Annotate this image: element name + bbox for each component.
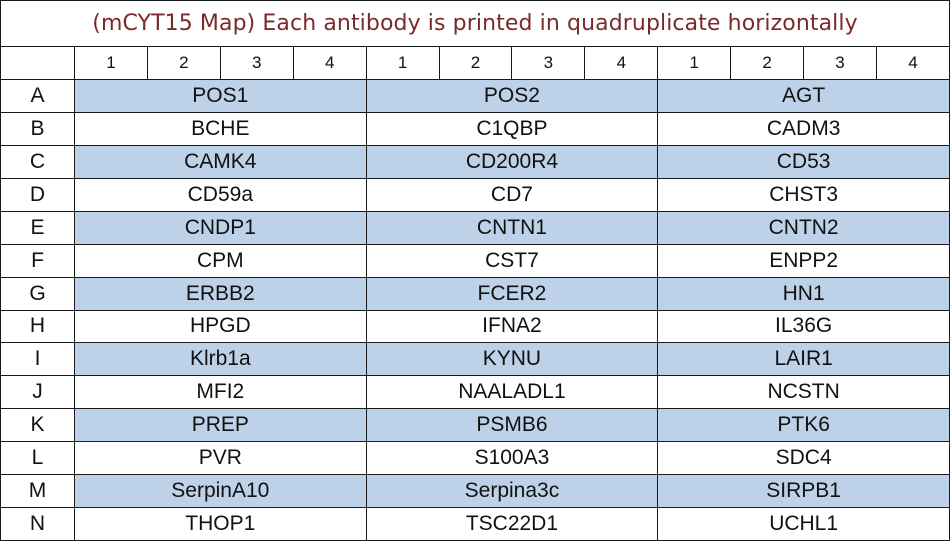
antibody-cell: CD7 — [365, 177, 659, 212]
antibody-map-table: (mCYT15 Map) Each antibody is printed in… — [0, 0, 950, 542]
replicate-header-cell: 2 — [146, 46, 221, 81]
antibody-cell: C1QBP — [365, 112, 659, 146]
map-row: N THOP1 TSC22D1 UCHL1 — [0, 506, 950, 542]
replicate-header-cell: 4 — [875, 46, 950, 81]
antibody-cell: PVR — [74, 441, 367, 476]
antibody-cell: CHST3 — [657, 177, 950, 212]
row-label: J — [0, 375, 75, 410]
antibody-cell: PSMB6 — [365, 408, 659, 443]
map-row: J MFI2 NAALADL1 NCSTN — [0, 375, 950, 410]
antibody-cell: NCSTN — [657, 375, 950, 410]
antibody-cell: HPGD — [74, 309, 367, 344]
map-row: K PREP PSMB6 PTK6 — [0, 408, 950, 443]
antibody-cell: PTK6 — [657, 408, 950, 443]
antibody-cell: S100A3 — [365, 441, 659, 476]
antibody-cell: POS2 — [365, 79, 659, 114]
replicate-header-cell: 3 — [219, 46, 294, 81]
antibody-cell: CD53 — [657, 145, 950, 179]
replicate-header-cell: 1 — [74, 46, 148, 81]
map-row: G ERBB2 FCER2 HN1 — [0, 276, 950, 311]
antibody-cell: PREP — [74, 408, 367, 443]
antibody-cell: SerpinA10 — [74, 474, 367, 508]
antibody-cell: CNTN2 — [657, 210, 950, 245]
row-label: I — [0, 342, 75, 377]
replicate-header-cell: 1 — [365, 46, 440, 81]
antibody-cell: IL36G — [657, 309, 950, 344]
antibody-cell: FCER2 — [365, 276, 659, 311]
replicate-header-cell: 3 — [803, 46, 877, 81]
antibody-cell: CST7 — [365, 243, 659, 278]
row-label: B — [0, 112, 75, 146]
row-label: N — [0, 506, 75, 542]
map-row: B BCHE C1QBP CADM3 — [0, 112, 950, 146]
antibody-cell: ERBB2 — [74, 276, 367, 311]
antibody-cell: TSC22D1 — [365, 506, 659, 542]
map-row: E CNDP1 CNTN1 CNTN2 — [0, 210, 950, 245]
map-title: (mCYT15 Map) Each antibody is printed in… — [0, 0, 950, 48]
title-row: (mCYT15 Map) Each antibody is printed in… — [0, 0, 950, 48]
map-row: H HPGD IFNA2 IL36G — [0, 309, 950, 344]
row-label: D — [0, 177, 75, 212]
antibody-cell: POS1 — [74, 79, 367, 114]
row-label: K — [0, 408, 75, 443]
replicate-header-cell: 3 — [511, 46, 586, 81]
antibody-cell: CPM — [74, 243, 367, 278]
row-label: L — [0, 441, 75, 476]
antibody-cell: CAMK4 — [74, 145, 367, 179]
antibody-cell: AGT — [657, 79, 950, 114]
replicate-header-cell: 4 — [584, 46, 659, 81]
row-label: F — [0, 243, 75, 278]
antibody-cell: THOP1 — [74, 506, 367, 542]
antibody-cell: CNDP1 — [74, 210, 367, 245]
row-label: E — [0, 210, 75, 245]
antibody-cell: Serpina3c — [365, 474, 659, 508]
map-row: M SerpinA10 Serpina3c SIRPB1 — [0, 474, 950, 508]
map-row: L PVR S100A3 SDC4 — [0, 441, 950, 476]
row-label: H — [0, 309, 75, 344]
antibody-cell: CD200R4 — [365, 145, 659, 179]
replicate-header-cell: 2 — [730, 46, 805, 81]
row-label: A — [0, 79, 75, 114]
replicate-header-cell: 4 — [292, 46, 367, 81]
antibody-cell: IFNA2 — [365, 309, 659, 344]
antibody-cell: CNTN1 — [365, 210, 659, 245]
antibody-cell: HN1 — [657, 276, 950, 311]
replicate-header-cell: 2 — [438, 46, 513, 81]
antibody-cell: CADM3 — [657, 112, 950, 146]
antibody-cell: KYNU — [365, 342, 659, 377]
antibody-cell: NAALADL1 — [365, 375, 659, 410]
row-label: M — [0, 474, 75, 508]
antibody-cell: ENPP2 — [657, 243, 950, 278]
antibody-cell: SIRPB1 — [657, 474, 950, 508]
antibody-cell: SDC4 — [657, 441, 950, 476]
antibody-cell: MFI2 — [74, 375, 367, 410]
antibody-cell: UCHL1 — [657, 506, 950, 542]
map-row: D CD59a CD7 CHST3 — [0, 177, 950, 212]
antibody-cell: CD59a — [74, 177, 367, 212]
replicate-header-cell: 1 — [657, 46, 732, 81]
row-label: G — [0, 276, 75, 311]
map-row: I Klrb1a KYNU LAIR1 — [0, 342, 950, 377]
map-row: C CAMK4 CD200R4 CD53 — [0, 145, 950, 179]
antibody-cell: LAIR1 — [657, 342, 950, 377]
antibody-cell: Klrb1a — [74, 342, 367, 377]
map-row: F CPM CST7 ENPP2 — [0, 243, 950, 278]
row-label: C — [0, 145, 75, 179]
antibody-cell: BCHE — [74, 112, 367, 146]
map-row: A POS1 POS2 AGT — [0, 79, 950, 114]
corner-cell — [0, 46, 75, 81]
